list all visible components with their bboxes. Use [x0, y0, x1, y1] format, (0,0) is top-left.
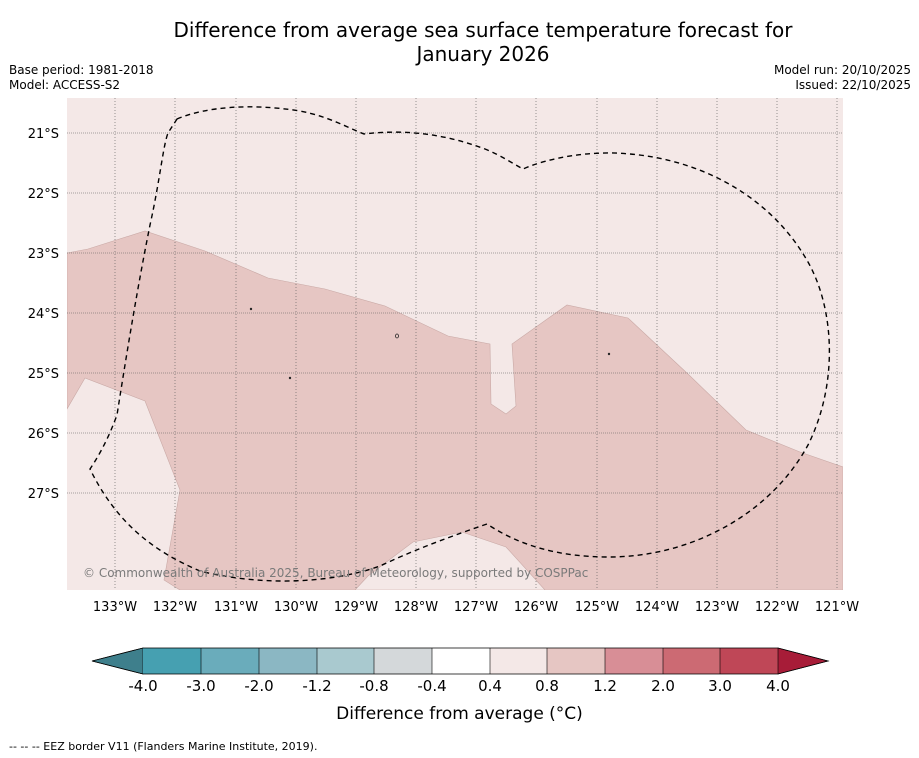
lat-label: 24°S: [28, 307, 59, 322]
lon-label: 132°W: [153, 600, 197, 615]
lon-label: 131°W: [214, 600, 258, 615]
latitude-axis: 21°S 22°S 23°S 24°S 25°S 26°S 27°S: [28, 127, 59, 502]
lon-label: 125°W: [575, 600, 619, 615]
colorbar: -4.0 -3.0 -2.0 -1.2 -0.8 -0.4 0.4 0.8 1.…: [91, 647, 830, 695]
metadata-left: Base period: 1981-2018 Model: ACCESS-S2: [9, 63, 154, 93]
colorbar-tick-label: 0.4: [478, 677, 502, 695]
colorbar-segment: [490, 648, 547, 674]
longitude-axis: 133°W 132°W 131°W 130°W 129°W 128°W 127°…: [93, 600, 859, 615]
colorbar-tick-label: -0.8: [359, 677, 388, 695]
model-run: Model run: 20/10/2025: [773, 63, 911, 77]
lon-label: 129°W: [334, 600, 378, 615]
lat-label: 22°S: [28, 187, 59, 202]
lat-label: 25°S: [28, 367, 59, 382]
lon-label: 130°W: [274, 600, 318, 615]
colorbar-title: Difference from average (°C): [336, 704, 583, 724]
colorbar-segment: [317, 648, 374, 674]
sst-anomaly-map: © Commonwealth of Australia 2025, Bureau…: [28, 98, 859, 695]
base-period: Base period: 1981-2018: [9, 63, 154, 77]
lon-label: 123°W: [695, 600, 739, 615]
colorbar-tick-label: 2.0: [651, 677, 675, 695]
colorbar-dividers: [200, 648, 721, 674]
colorbar-tick-label: -4.0: [128, 677, 157, 695]
anomaly-band-darker: [67, 230, 843, 590]
colorbar-segment: [91, 647, 144, 675]
lon-label: 124°W: [635, 600, 679, 615]
colorbar-segment: [432, 648, 490, 674]
islands: [249, 307, 611, 380]
lat-label: 23°S: [28, 247, 59, 262]
colorbar-segment: [547, 648, 605, 674]
colorbar-segment: [663, 648, 720, 674]
colorbar-segment: [605, 648, 663, 674]
metadata-right: Model run: 20/10/2025 Issued: 22/10/2025: [774, 63, 911, 93]
colorbar-segment: [374, 648, 432, 674]
colorbar-tick-label: -1.2: [302, 677, 331, 695]
anomaly-band-light-patch-south: [354, 531, 546, 590]
lon-label: 128°W: [394, 600, 438, 615]
colorbar-tick-label: 4.0: [766, 677, 790, 695]
lon-label: 126°W: [514, 600, 558, 615]
lat-label: 21°S: [28, 127, 59, 142]
colorbar-tick-label: 3.0: [708, 677, 732, 695]
colorbar-segment: [720, 648, 778, 674]
colorbar-tick-label: 1.2: [593, 677, 617, 695]
colorbar-outline: [91, 647, 830, 675]
copyright-notice: © Commonwealth of Australia 2025, Bureau…: [83, 566, 588, 580]
model-name: Model: ACCESS-S2: [9, 78, 121, 92]
map-title: Difference from average sea surface temp…: [0, 18, 919, 66]
colorbar-tick-label: -0.4: [417, 677, 446, 695]
issued-date: Issued: 22/10/2025: [795, 78, 911, 92]
lon-label: 121°W: [815, 600, 859, 615]
map-plot-area: © Commonwealth of Australia 2025, Bureau…: [67, 98, 843, 590]
colorbar-segment: [777, 647, 830, 675]
colorbar-segment: [259, 648, 317, 674]
colorbar-tick-label: -2.0: [244, 677, 273, 695]
lat-label: 27°S: [28, 487, 59, 502]
title-line-2: January 2026: [416, 42, 550, 66]
eez-border: [89, 106, 831, 582]
colorbar-tick-label: -3.0: [186, 677, 215, 695]
grid-lines: [67, 98, 843, 590]
colorbar-segment: [143, 648, 201, 674]
colorbar-tick-label: 0.8: [535, 677, 559, 695]
lon-label: 133°W: [93, 600, 137, 615]
lon-label: 122°W: [755, 600, 799, 615]
lon-label: 127°W: [454, 600, 498, 615]
lat-label: 26°S: [28, 427, 59, 442]
eez-footnote: -- -- -- EEZ border V11 (Flanders Marine…: [9, 740, 318, 753]
title-line-1: Difference from average sea surface temp…: [173, 18, 793, 42]
colorbar-segment: [201, 648, 259, 674]
